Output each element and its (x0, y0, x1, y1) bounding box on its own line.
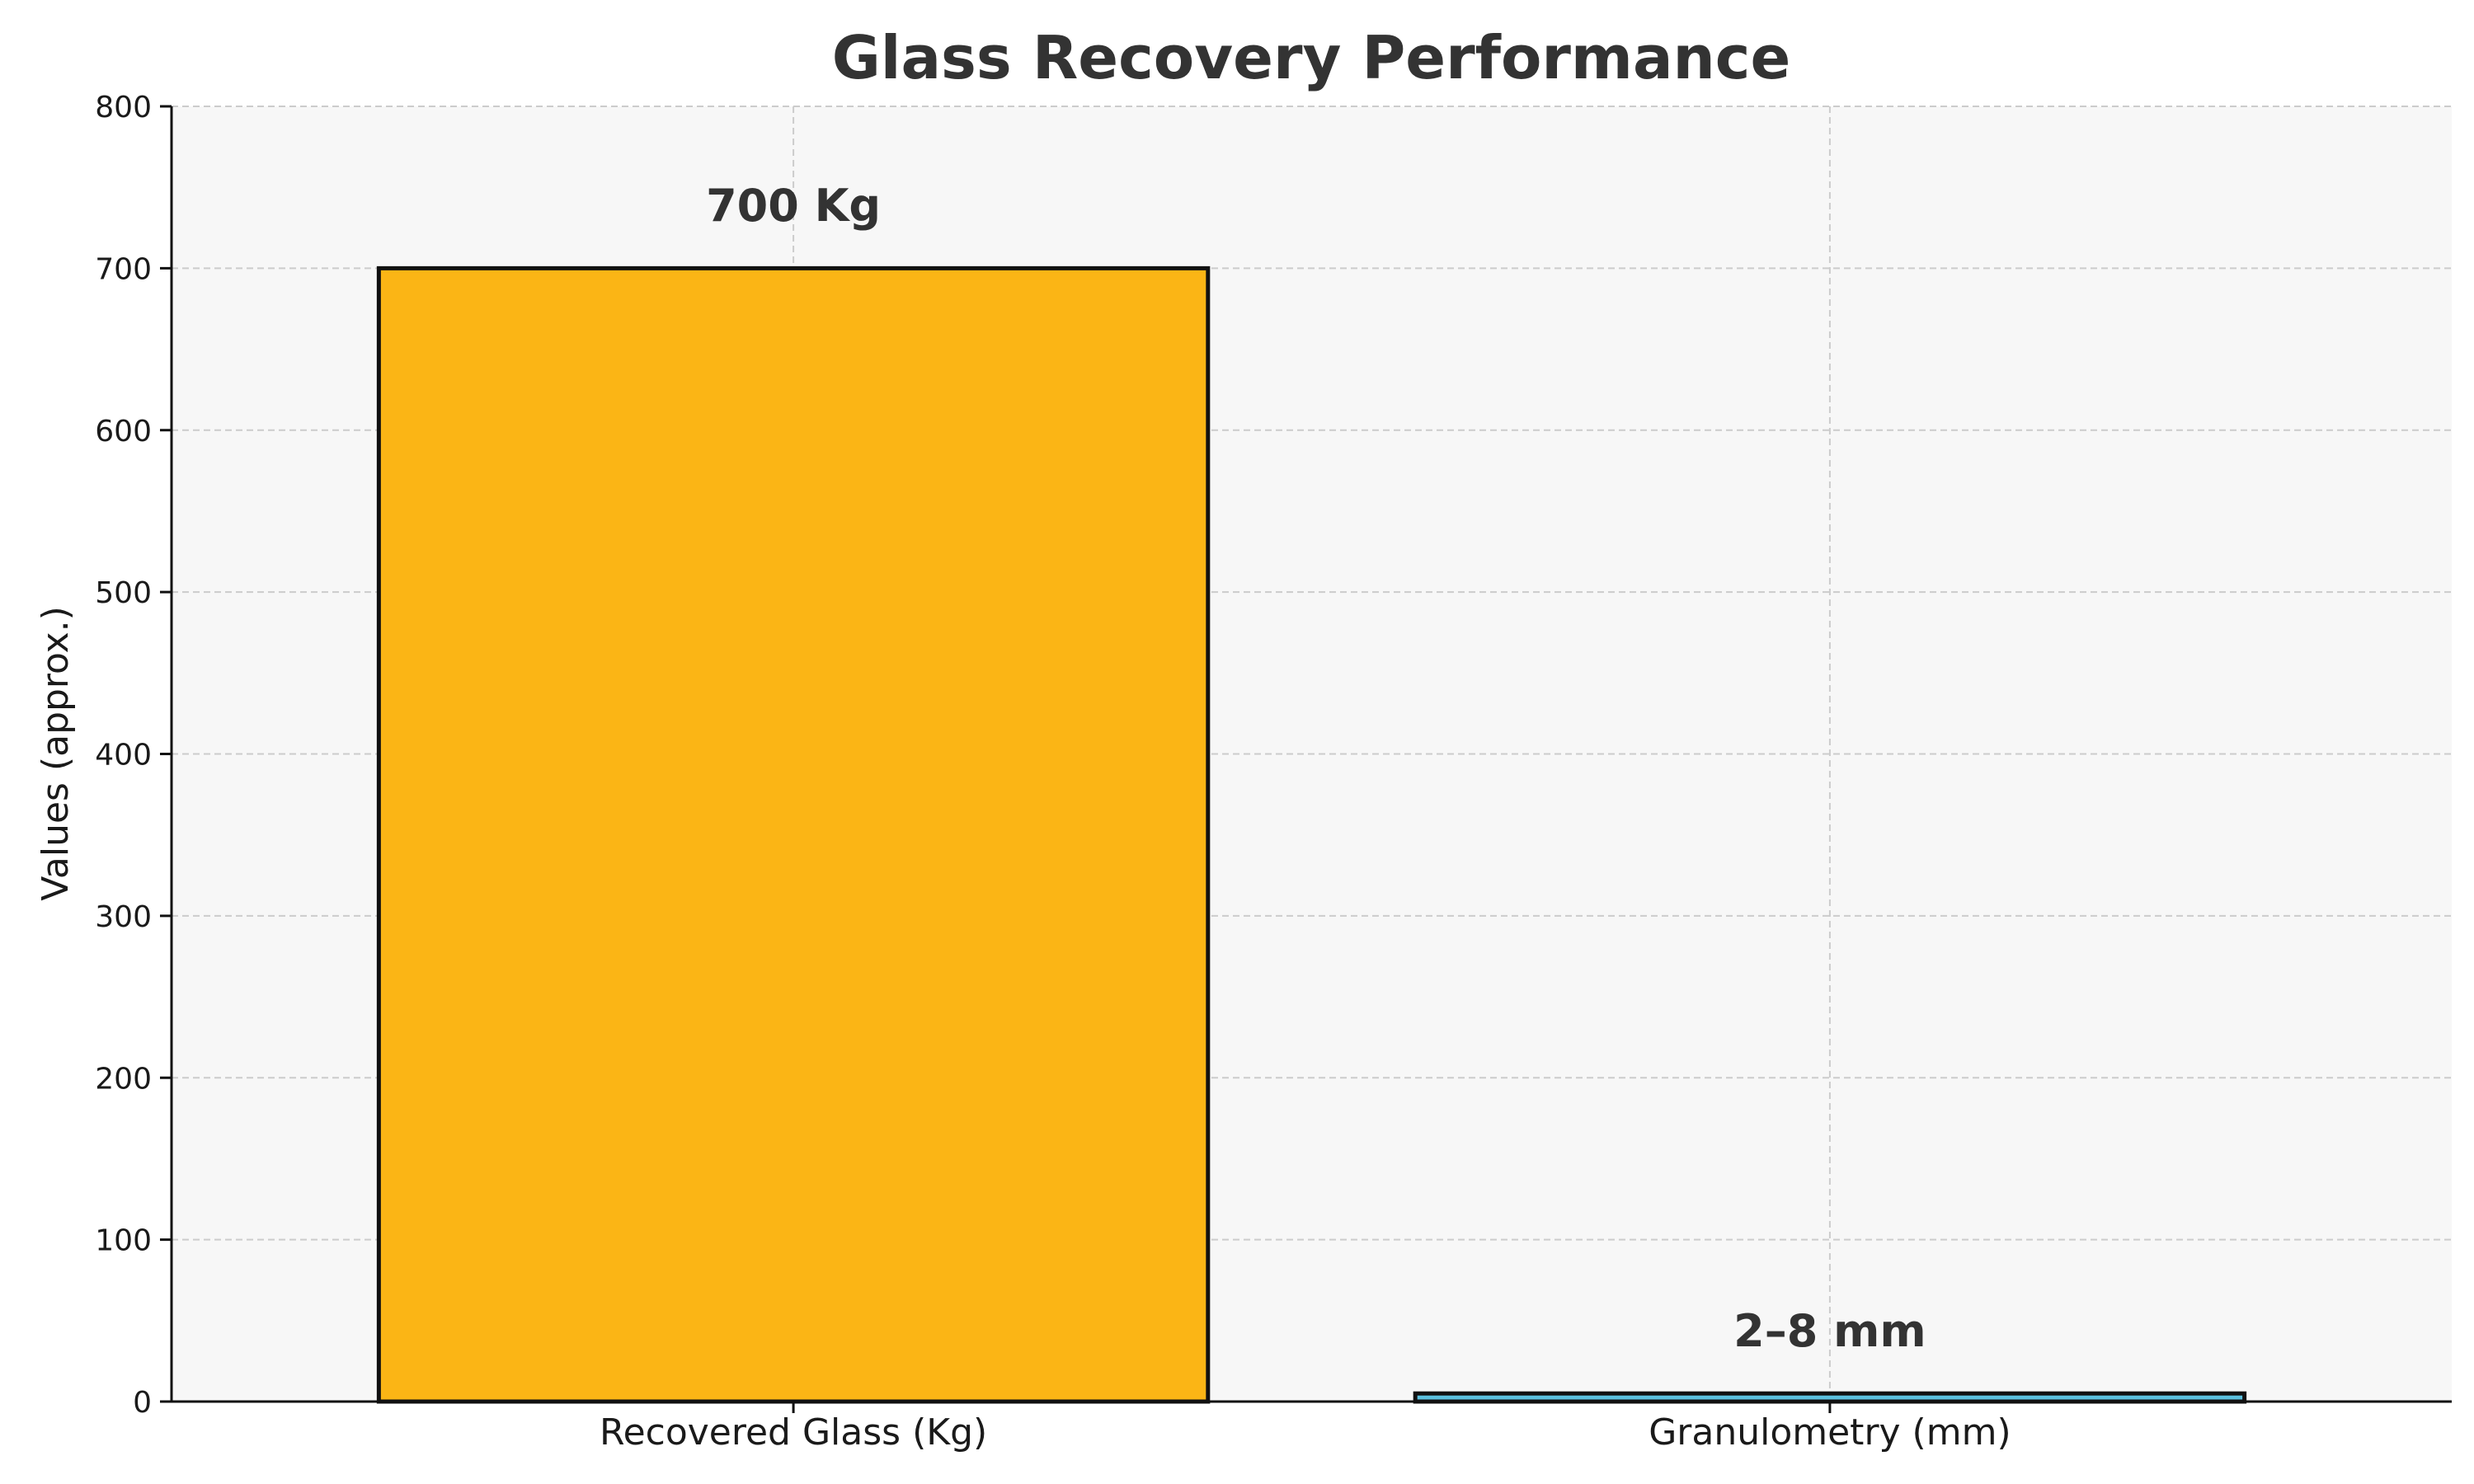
bar-value-label: 2–8 mm (1733, 1305, 1926, 1357)
y-tick-label: 300 (95, 900, 152, 934)
chart-title: Glass Recovery Performance (832, 23, 1791, 92)
bars (376, 265, 2247, 1404)
y-tick-label: 0 (133, 1386, 152, 1420)
x-ticks: Recovered Glass (Kg) Granulometry (mm) (600, 1402, 2011, 1453)
y-axis-label: Values (approx.) (35, 606, 77, 901)
y-ticks: 0 100 200 300 400 500 600 700 800 (95, 91, 172, 1420)
y-tick-label: 400 (95, 739, 152, 773)
y-tick-label: 200 (95, 1062, 152, 1096)
bar (376, 265, 1211, 1404)
x-tick-label: Recovered Glass (Kg) (600, 1411, 987, 1453)
bar-value-label: 700 Kg (706, 180, 881, 232)
y-tick-label: 500 (95, 576, 152, 610)
y-tick-label: 100 (95, 1224, 152, 1258)
x-tick-label: Granulometry (mm) (1649, 1411, 2011, 1453)
y-tick-label: 700 (95, 252, 152, 286)
bar-value-labels: 700 Kg 2–8 mm (706, 180, 1926, 1357)
y-tick-label: 600 (95, 415, 152, 448)
y-tick-label: 800 (95, 91, 152, 124)
